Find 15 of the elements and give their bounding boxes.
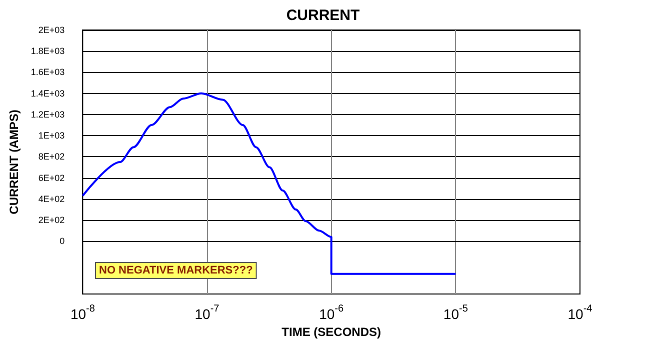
y-tick-label: 1.6E+03	[30, 67, 65, 78]
y-tick-label: 2E+02	[38, 215, 65, 226]
y-tick-label: 1.4E+03	[30, 88, 65, 98]
chart-title: CURRENT	[286, 7, 360, 24]
y-tick-label: 0	[60, 236, 65, 246]
y-tick-label: 6E+02	[38, 172, 65, 183]
y-tick-label: 4E+02	[38, 194, 65, 204]
y-tick-label: 1.8E+03	[30, 46, 65, 56]
y-tick-label: 8E+02	[38, 152, 65, 162]
y-axis-title: CURRENT (AMPS)	[7, 110, 21, 214]
y-tick-label: 1.2E+03	[30, 109, 65, 120]
x-axis-title: TIME (SECONDS)	[282, 324, 382, 339]
annotation: NO NEGATIVE MARKERS???	[99, 264, 254, 276]
y-tick-label: 1E+03	[38, 130, 65, 141]
y-tick-label: 2E+03	[38, 25, 65, 35]
